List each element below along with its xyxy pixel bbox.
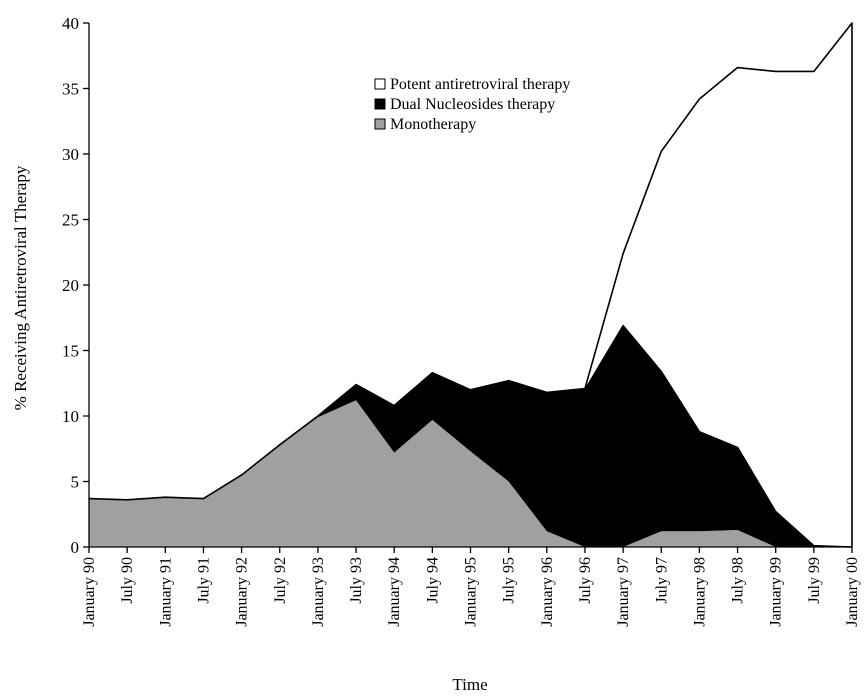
x-tick-label: January 97 [615,557,632,627]
x-tick-label: July 96 [577,557,594,604]
x-tick-label: January 92 [234,557,251,627]
legend-box [368,73,643,143]
x-tick-label: July 93 [348,557,365,604]
x-tick-label: January 98 [691,557,708,627]
x-tick-label: July 90 [119,557,136,604]
x-tick-label: July 91 [195,557,212,604]
legend: Potent antiretroviral therapy Dual Nucleo… [368,73,643,143]
area-monotherapy [89,400,852,547]
y-tick-label: 20 [62,276,79,295]
legend-swatch-dual-nucleosides-therapy [374,98,386,110]
y-tick-label: 0 [71,538,80,557]
x-tick-label: January 94 [386,557,403,627]
y-axis-ticks: 0 5 10 15 20 25 30 35 40 [62,14,89,557]
x-tick-label: July 97 [653,557,670,604]
x-tick-label: July 94 [424,557,441,604]
legend-label-monotherapy: Monotherapy [390,116,476,133]
x-tick-label: January 91 [157,557,174,627]
y-tick-label: 40 [62,14,79,33]
legend-label-potent-antiretroviral-therapy: Potent antiretroviral therapy [390,76,570,93]
legend-swatch-monotherapy [374,118,386,130]
x-tick-label: January 93 [310,557,327,627]
area-potent-antiretroviral-therapy [88,22,853,548]
x-tick-label: July 95 [501,557,518,604]
x-tick-label: January 90 [81,557,98,627]
y-tick-label: 25 [62,211,79,230]
x-axis-title: Time [452,675,487,694]
y-tick-label: 5 [71,473,80,492]
y-tick-label: 15 [62,342,79,361]
area-layers [88,22,853,548]
x-tick-label: July 92 [272,557,289,604]
x-tick-label: January 95 [463,557,480,627]
x-tick-label: January 96 [539,557,556,627]
x-tick-label: January 00 [844,557,861,627]
y-axis-title: % Receiving Antiretroviral Therapy [11,165,30,410]
y-tick-label: 10 [62,407,79,426]
x-tick-label: January 99 [768,557,785,627]
x-tick-label: July 99 [806,557,823,604]
y-tick-label: 35 [62,80,79,99]
legend-label-dual-nucleosides-therapy: Dual Nucleosides therapy [390,96,555,113]
legend-swatch-potent-antiretroviral-therapy [374,78,386,90]
y-tick-label: 30 [62,145,79,164]
x-tick-label: July 98 [730,557,747,604]
area-dual-nucleosides-therapy [89,325,852,547]
x-axis-ticks: January 90 July 90 January 91 July 91 Januar… [81,547,861,627]
